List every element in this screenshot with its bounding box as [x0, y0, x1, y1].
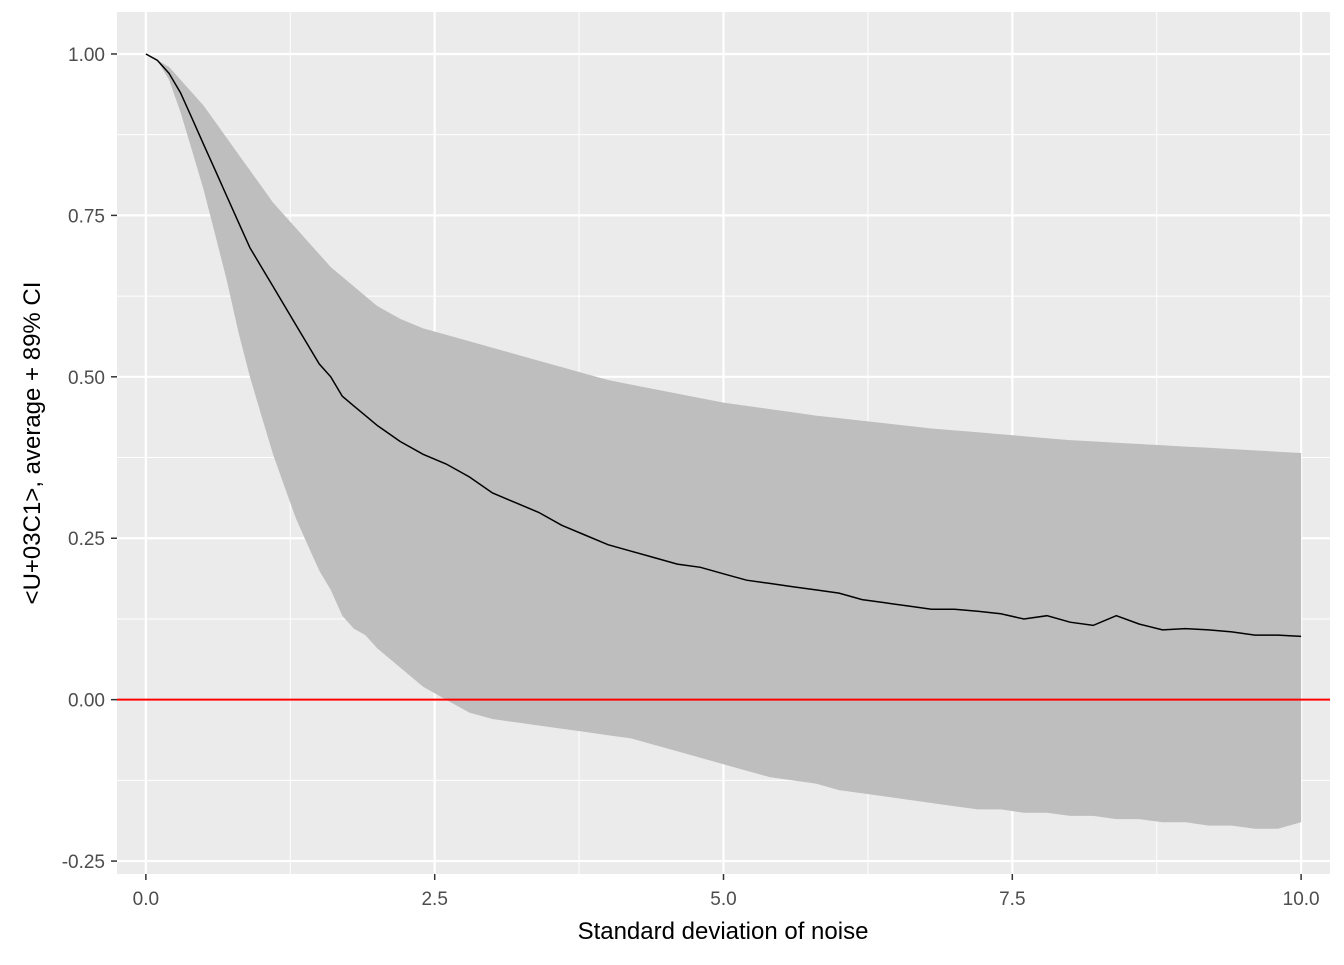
x-tick-label: 10.0	[1283, 889, 1320, 910]
confidence-interval-ribbon	[145, 54, 1302, 829]
y-tick-label: 1.00	[68, 45, 105, 66]
x-tick-label: 7.5	[999, 889, 1025, 910]
x-tick-label: 5.0	[710, 889, 736, 910]
y-tick-label: 0.75	[68, 206, 105, 227]
x-tick-label: 0.0	[133, 889, 159, 910]
x-axis-ticks: 0.0 2.5 5.0 7.5 10.0	[133, 874, 1320, 910]
mean-line	[145, 53, 1302, 638]
y-tick-label: -0.25	[62, 852, 105, 873]
x-tick-label: 2.5	[421, 889, 447, 910]
y-tick-label: 0.25	[68, 529, 105, 550]
y-axis-ticks: -0.25 0.00 0.25 0.50 0.75 1.00	[62, 45, 117, 873]
y-tick-label: 0.50	[68, 368, 105, 389]
x-axis-title: Standard deviation of noise	[578, 918, 869, 945]
y-tick-label: 0.00	[68, 691, 105, 712]
y-axis-title: <U+03C1>, average + 89% CI	[19, 282, 46, 605]
